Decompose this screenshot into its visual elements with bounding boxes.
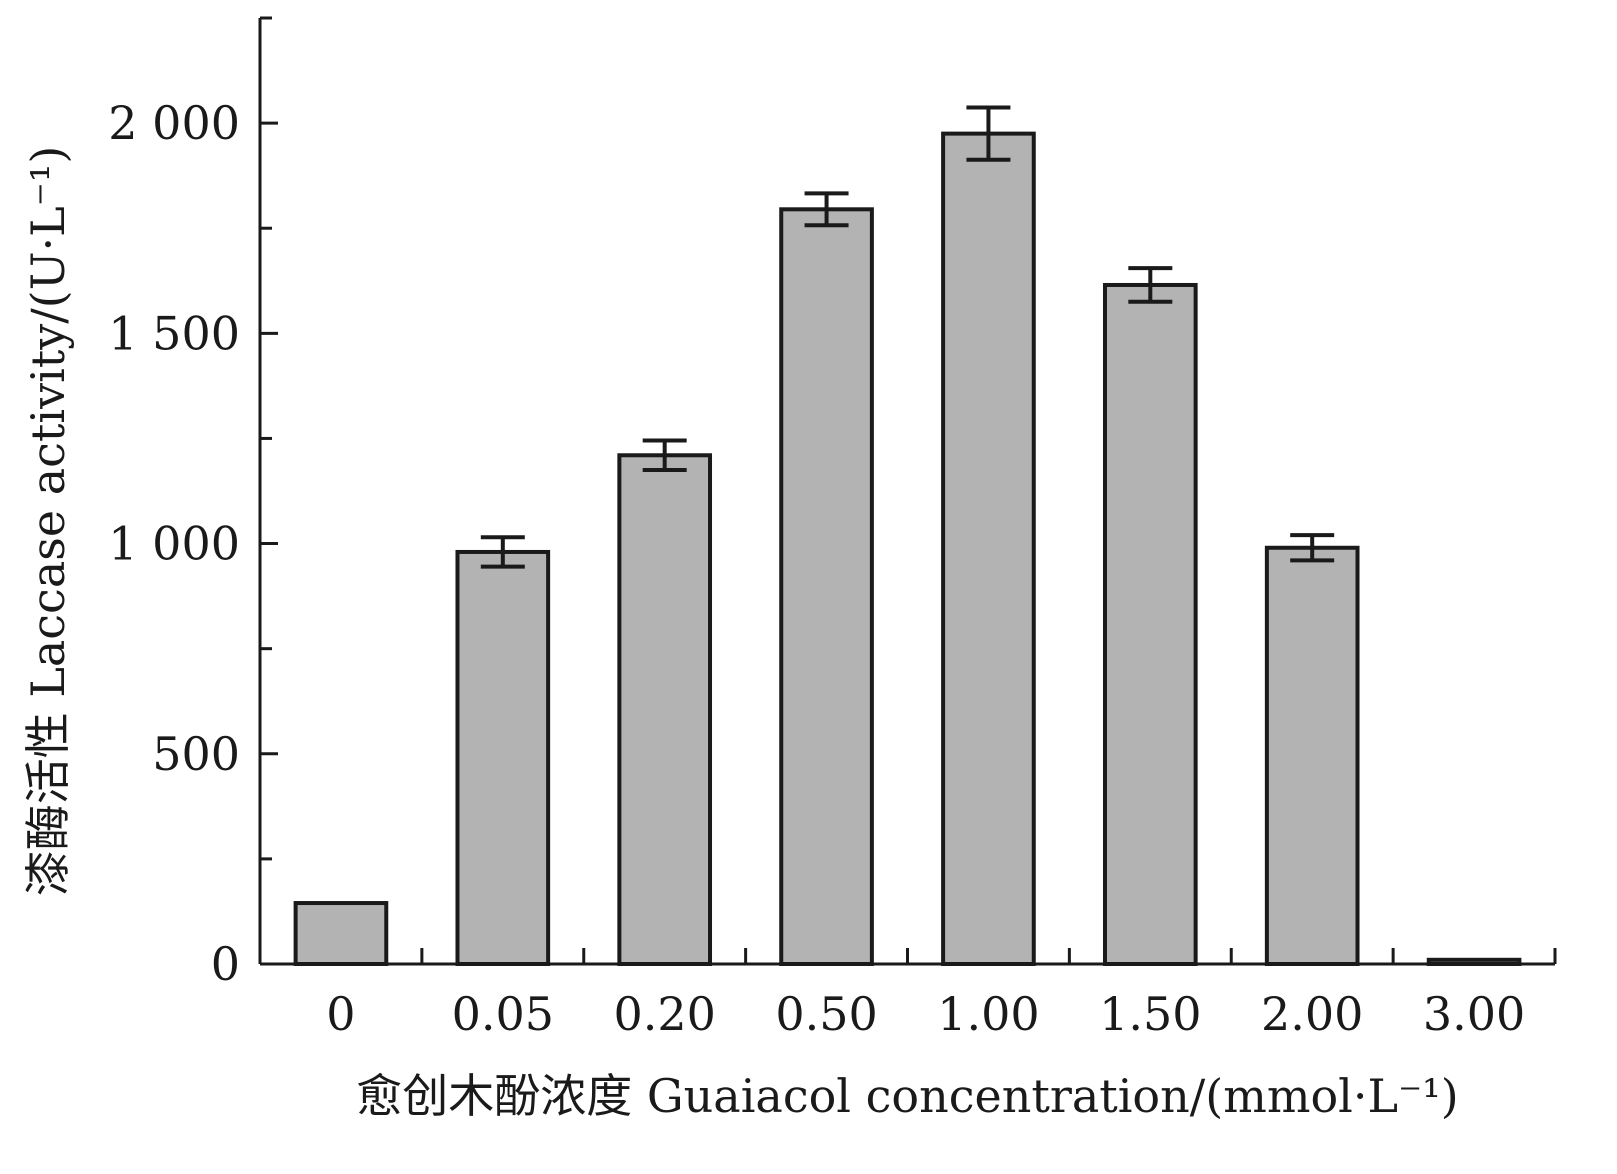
- error-bars: [480, 105, 1335, 569]
- bar-0.05: [455, 549, 551, 966]
- axes: [258, 18, 1555, 966]
- x-tick-label: 0.50: [775, 987, 877, 1041]
- x-tick-label: 1.00: [937, 987, 1039, 1041]
- bars: [293, 131, 1522, 967]
- y-tick-label: 1 000: [108, 517, 240, 571]
- y-axis-title: 漆酶活性 Laccase activity/(U·L⁻¹): [21, 146, 75, 897]
- bar-1.50: [1102, 282, 1198, 966]
- y-tick-label: 0: [211, 937, 240, 991]
- bar-0.20: [617, 453, 713, 966]
- y-tick-label: 500: [152, 727, 240, 781]
- x-tick-label: 3.00: [1423, 987, 1525, 1041]
- y-tick-label: 2 000: [108, 96, 240, 150]
- bar-2.00: [1264, 545, 1360, 966]
- y-tick-label: 1 500: [108, 306, 240, 360]
- ticks: 0 500 1 000 1 500 2 000 0 0.05 0.20 0.50 1.00 1.50…: [108, 16, 1557, 1041]
- x-tick-label: 0: [326, 987, 355, 1041]
- x-tick-label: 1.50: [1099, 987, 1201, 1041]
- bar-1.00: [941, 131, 1036, 967]
- x-tick-label: 0.20: [613, 987, 715, 1041]
- x-tick-label: 2.00: [1261, 987, 1363, 1041]
- bar-0.50: [779, 207, 874, 966]
- bar-0: [293, 901, 389, 967]
- x-tick-label: 0.05: [452, 987, 554, 1041]
- x-axis-title: 愈创木酚浓度 Guaiacol concentration/(mmol·L⁻¹): [356, 1069, 1458, 1123]
